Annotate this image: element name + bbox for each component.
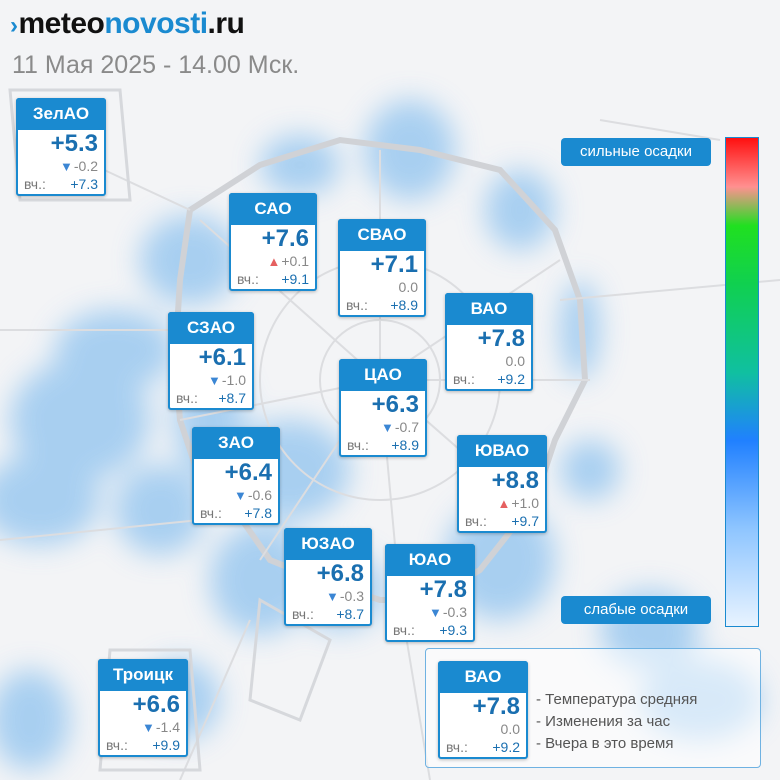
district-card[interactable]: ЗелАО +5.3 ▼-0.2 вч.: +7.3: [16, 98, 106, 196]
district-name: ЗАО: [192, 427, 280, 459]
logo-text-highlight: novosti: [104, 7, 208, 40]
legend-line-hourly-change: - Изменения за час: [536, 713, 671, 730]
district-temp: +6.1: [198, 344, 246, 371]
district-temp: +8.8: [491, 467, 539, 494]
district-card[interactable]: Троицк +6.6 ▼-1.4 вч.: +9.9: [98, 659, 188, 757]
district-card[interactable]: СВАО +7.1 0.0 вч.: +8.9: [338, 219, 426, 317]
trend-down-icon: ▼: [429, 605, 442, 620]
scale-label-high: сильные осадки: [561, 138, 711, 166]
logo-text-prefix: meteo: [18, 7, 105, 40]
district-change: ▲+1.0: [497, 495, 539, 511]
district-temp: +6.4: [224, 459, 272, 486]
district-yesterday: вч.: +8.9: [346, 297, 418, 313]
district-temp: +5.3: [50, 130, 98, 157]
forecast-datetime: 11 Мая 2025 - 14.00 Мск.: [12, 51, 300, 79]
district-card[interactable]: ВАО +7.8 0.0 вч.: +9.2: [445, 293, 533, 391]
district-temp: +6.8: [316, 560, 364, 587]
district-temp: +7.1: [370, 251, 418, 278]
district-yesterday: вч.: +7.8: [200, 505, 272, 521]
logo-text-suffix: .ru: [207, 7, 245, 40]
district-card[interactable]: ЮАО +7.8 ▼-0.3 вч.: +9.3: [385, 544, 475, 642]
legend-card-yesterday: вч.: +9.2: [446, 739, 520, 755]
logo-mark-icon: ›: [10, 12, 18, 39]
district-change: ▼-0.2: [60, 158, 98, 174]
district-name: ЮВАО: [457, 435, 547, 467]
district-temp: +6.6: [132, 691, 180, 718]
district-name: СВАО: [338, 219, 426, 251]
trend-down-icon: ▼: [234, 488, 247, 503]
district-card[interactable]: ЮВАО +8.8 ▲+1.0 вч.: +9.7: [457, 435, 547, 533]
legend-card-change: 0.0: [500, 721, 520, 737]
district-yesterday: вч.: +9.2: [453, 371, 525, 387]
precipitation-scale-bar: [725, 137, 759, 627]
district-yesterday: вч.: +8.7: [292, 606, 364, 622]
trend-down-icon: ▼: [142, 720, 155, 735]
district-name: СЗАО: [168, 312, 254, 344]
district-name: ЮАО: [385, 544, 475, 576]
district-card[interactable]: ЗАО +6.4 ▼-0.6 вч.: +7.8: [192, 427, 280, 525]
scale-label-low: слабые осадки: [561, 596, 711, 624]
district-name: ЮЗАО: [284, 528, 372, 560]
district-change: ▼-0.7: [381, 419, 419, 435]
district-temp: +7.8: [419, 576, 467, 603]
district-yesterday: вч.: +9.1: [237, 271, 309, 287]
district-yesterday: вч.: +7.3: [24, 176, 98, 192]
district-yesterday: вч.: +9.7: [465, 513, 539, 529]
district-yesterday: вч.: +9.3: [393, 622, 467, 638]
district-change: ▼-0.6: [234, 487, 272, 503]
district-temp: +6.3: [371, 391, 419, 418]
district-name: Троицк: [98, 659, 188, 691]
district-card[interactable]: ЮЗАО +6.8 ▼-0.3 вч.: +8.7: [284, 528, 372, 626]
district-yesterday: вч.: +8.9: [347, 437, 419, 453]
district-change: ▲+0.1: [267, 253, 309, 269]
trend-up-icon: ▲: [267, 254, 281, 269]
district-change: ▼-0.3: [429, 604, 467, 620]
legend-lines: - Температура средняя - Изменения за час…: [536, 689, 697, 755]
district-change: ▼-1.0: [208, 372, 246, 388]
district-change: 0.0: [505, 353, 525, 369]
site-logo[interactable]: ›meteonovosti.ru: [10, 6, 245, 44]
trend-down-icon: ▼: [381, 420, 394, 435]
district-change: ▼-0.3: [326, 588, 364, 604]
legend-example-card: ВАО +7.8 0.0 вч.: +9.2: [438, 661, 528, 759]
district-yesterday: вч.: +8.7: [176, 390, 246, 406]
district-change: ▼-1.4: [142, 719, 180, 735]
district-temp: +7.6: [261, 225, 309, 252]
district-name: САО: [229, 193, 317, 225]
district-name: ЦАО: [339, 359, 427, 391]
legend-card-temp: +7.8: [472, 693, 520, 720]
district-change: 0.0: [398, 279, 418, 295]
legend-box: ВАО +7.8 0.0 вч.: +9.2 - Температура сред…: [425, 648, 761, 768]
moscow-boundary: [171, 136, 589, 603]
trend-down-icon: ▼: [60, 159, 73, 174]
trend-up-icon: ▲: [497, 496, 511, 511]
legend-card-name: ВАО: [438, 661, 528, 693]
district-temp: +7.8: [477, 325, 525, 352]
district-name: ЗелАО: [16, 98, 106, 130]
district-yesterday: вч.: +9.9: [106, 737, 180, 753]
legend-line-avg-temp: - Температура средняя: [536, 691, 698, 708]
district-name: ВАО: [445, 293, 533, 325]
legend-line-yesterday: - Вчера в это время: [536, 735, 674, 752]
district-card[interactable]: СЗАО +6.1 ▼-1.0 вч.: +8.7: [168, 312, 254, 410]
trend-down-icon: ▼: [208, 373, 221, 388]
district-card[interactable]: ЦАО +6.3 ▼-0.7 вч.: +8.9: [339, 359, 427, 457]
trend-down-icon: ▼: [326, 589, 339, 604]
district-card[interactable]: САО +7.6 ▲+0.1 вч.: +9.1: [229, 193, 317, 291]
